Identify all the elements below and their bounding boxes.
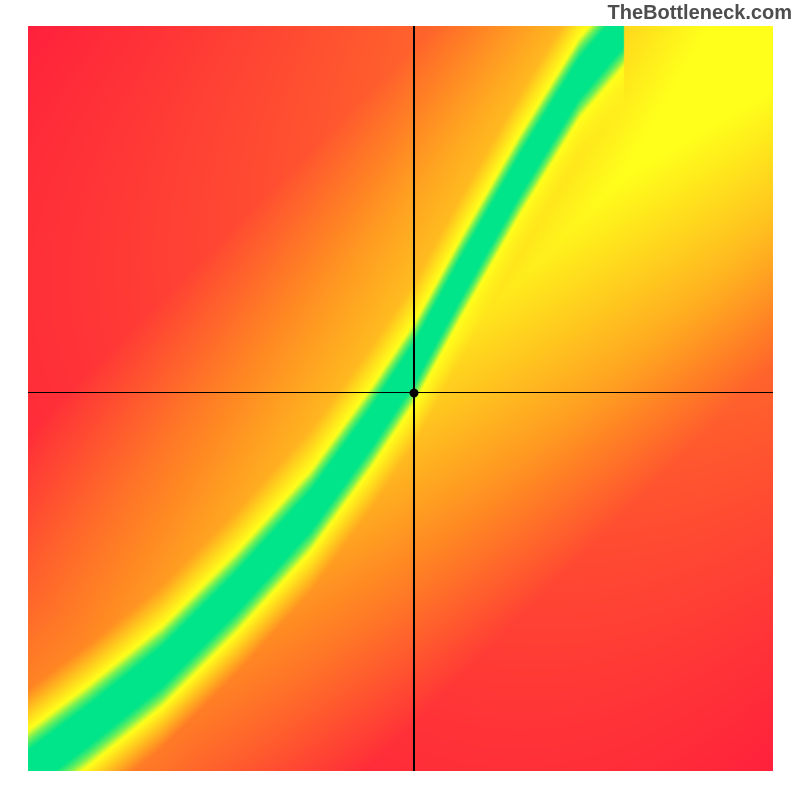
- crosshair-vertical: [413, 26, 414, 771]
- heatmap-plot-area: [28, 26, 773, 771]
- chart-container: TheBottleneck.com: [0, 0, 800, 800]
- attribution-text: TheBottleneck.com: [608, 2, 792, 25]
- crosshair-horizontal: [28, 392, 773, 393]
- heatmap-canvas: [28, 26, 773, 771]
- crosshair-dot: [409, 388, 418, 397]
